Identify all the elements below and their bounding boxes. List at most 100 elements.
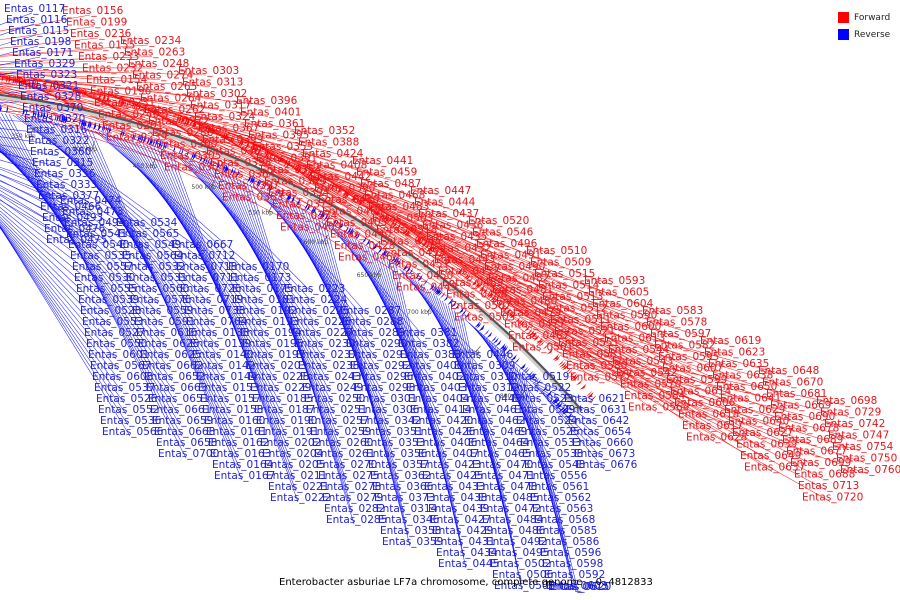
gene-label: Entas_0226 bbox=[290, 316, 352, 328]
reverse-gene bbox=[246, 174, 251, 183]
reverse-gene bbox=[93, 121, 97, 131]
gene-label: Entas_0673 bbox=[574, 448, 635, 460]
chromosome-arcs bbox=[0, 93, 583, 414]
gene-label: Entas_0406 bbox=[416, 437, 478, 449]
reverse-gene bbox=[106, 125, 109, 134]
leader-line bbox=[318, 218, 407, 525]
forward-gene bbox=[322, 178, 327, 187]
reverse-gene bbox=[394, 257, 400, 266]
gene-label: Entas_0537 bbox=[94, 382, 155, 394]
forward-gene bbox=[438, 253, 445, 261]
gene-label: Entas_0495 bbox=[488, 547, 549, 559]
forward-gene bbox=[245, 140, 249, 150]
gene-label: Entas_0203 bbox=[246, 360, 307, 372]
gene-label: Entas_0251 bbox=[306, 404, 367, 416]
gene-label: Entas_0603 bbox=[546, 580, 607, 592]
gene-label: Entas_0496 bbox=[476, 238, 538, 250]
forward-gene bbox=[557, 359, 565, 366]
gene-label: Entas_0662 bbox=[142, 360, 203, 372]
forward-gene bbox=[492, 296, 499, 304]
gene-label: Entas_0285 bbox=[326, 514, 387, 526]
leader-line bbox=[0, 90, 247, 191]
forward-gene bbox=[175, 114, 179, 124]
forward-gene bbox=[585, 390, 593, 397]
leader-line bbox=[0, 224, 119, 371]
forward-gene bbox=[231, 135, 235, 144]
gene-label: Entas_0648 bbox=[758, 365, 819, 377]
reverse-gene bbox=[348, 227, 353, 236]
gene-label: Entas_0223 bbox=[284, 283, 345, 295]
leader-line bbox=[298, 207, 395, 459]
gene-label: Entas_0712 bbox=[174, 250, 235, 262]
reverse-gene bbox=[172, 145, 176, 154]
leader-line bbox=[0, 185, 95, 239]
gene-label: Entas_0451 bbox=[388, 259, 449, 271]
gene-label: Entas_0629 bbox=[724, 404, 785, 416]
gene-label: Entas_0336 bbox=[34, 168, 96, 180]
leader-line bbox=[544, 339, 831, 502]
reverse-gene bbox=[83, 119, 87, 129]
gene-label: Entas_0518 bbox=[376, 224, 437, 236]
gene-label: Entas_0738 bbox=[184, 305, 245, 317]
gene-label: Entas_0399 bbox=[202, 134, 263, 146]
forward-gene bbox=[81, 88, 84, 97]
reverse-gene bbox=[54, 113, 57, 122]
forward-gene bbox=[177, 115, 182, 124]
forward-gene bbox=[191, 120, 196, 129]
reverse-gene bbox=[436, 288, 442, 297]
forward-gene bbox=[153, 107, 157, 116]
gene-label: Entas_0282 bbox=[324, 503, 385, 515]
gene-label: Entas_0553 bbox=[82, 316, 143, 328]
gene-label: Entas_0243 bbox=[300, 371, 361, 383]
gene-label: Entas_0181 bbox=[234, 294, 295, 306]
gene-label: Entas_0580 bbox=[566, 360, 627, 372]
forward-gene bbox=[523, 325, 530, 332]
forward-gene bbox=[345, 191, 351, 200]
gene-label: Entas_0432 bbox=[430, 243, 491, 255]
leader-line bbox=[540, 391, 603, 459]
forward-gene bbox=[123, 98, 127, 108]
leader-line bbox=[304, 211, 399, 481]
forward-gene bbox=[508, 310, 515, 318]
reverse-gene bbox=[551, 396, 558, 403]
leader-line bbox=[0, 76, 215, 99]
leader-line bbox=[0, 199, 101, 272]
forward-gene bbox=[336, 186, 341, 195]
forward-gene bbox=[436, 251, 443, 259]
gene-label: Entas_0565 bbox=[118, 228, 179, 240]
reverse-gene bbox=[395, 258, 401, 267]
forward-gene bbox=[143, 104, 147, 114]
chromosome-backbone bbox=[0, 93, 583, 412]
reverse-gene bbox=[157, 140, 161, 149]
gene-label: Entas_0557 bbox=[72, 261, 133, 273]
gene-label: Entas_0608 bbox=[92, 371, 153, 383]
gene-features bbox=[0, 74, 597, 419]
reverse-gene bbox=[249, 175, 253, 184]
forward-gene bbox=[229, 134, 233, 143]
leader-line bbox=[0, 213, 109, 316]
gene-label: Entas_0164 bbox=[212, 459, 274, 471]
gene-label: Entas_0659 bbox=[152, 415, 213, 427]
gene-label: Entas_0569 bbox=[628, 402, 689, 414]
gene-label: Entas_0508 bbox=[494, 580, 555, 592]
leader-line bbox=[0, 119, 53, 124]
gene-label: Entas_0395 bbox=[248, 130, 309, 142]
gene-label: Entas_0279 bbox=[322, 492, 383, 504]
gene-label: Entas_0507 bbox=[450, 300, 511, 312]
gene-label: Entas_0170 bbox=[228, 261, 289, 273]
gene-label: Entas_0490 bbox=[484, 261, 545, 273]
leader-line bbox=[189, 159, 321, 338]
gene-label: Entas_0221 bbox=[268, 481, 329, 493]
gene-label: Entas_0440 bbox=[330, 229, 391, 241]
leader-line bbox=[246, 182, 353, 514]
gene-label: Entas_0230 bbox=[294, 338, 355, 350]
reverse-gene bbox=[32, 109, 35, 118]
reverse-gene bbox=[333, 219, 339, 228]
gene-label: Entas_0453 bbox=[384, 247, 445, 259]
gene-label: Entas_0231 bbox=[94, 97, 155, 109]
gene-label: Entas_0157 bbox=[200, 393, 261, 405]
gene-label: Entas_0450 bbox=[392, 270, 453, 282]
gene-label: Entas_0482 bbox=[488, 273, 549, 285]
forward-gene bbox=[98, 92, 101, 101]
